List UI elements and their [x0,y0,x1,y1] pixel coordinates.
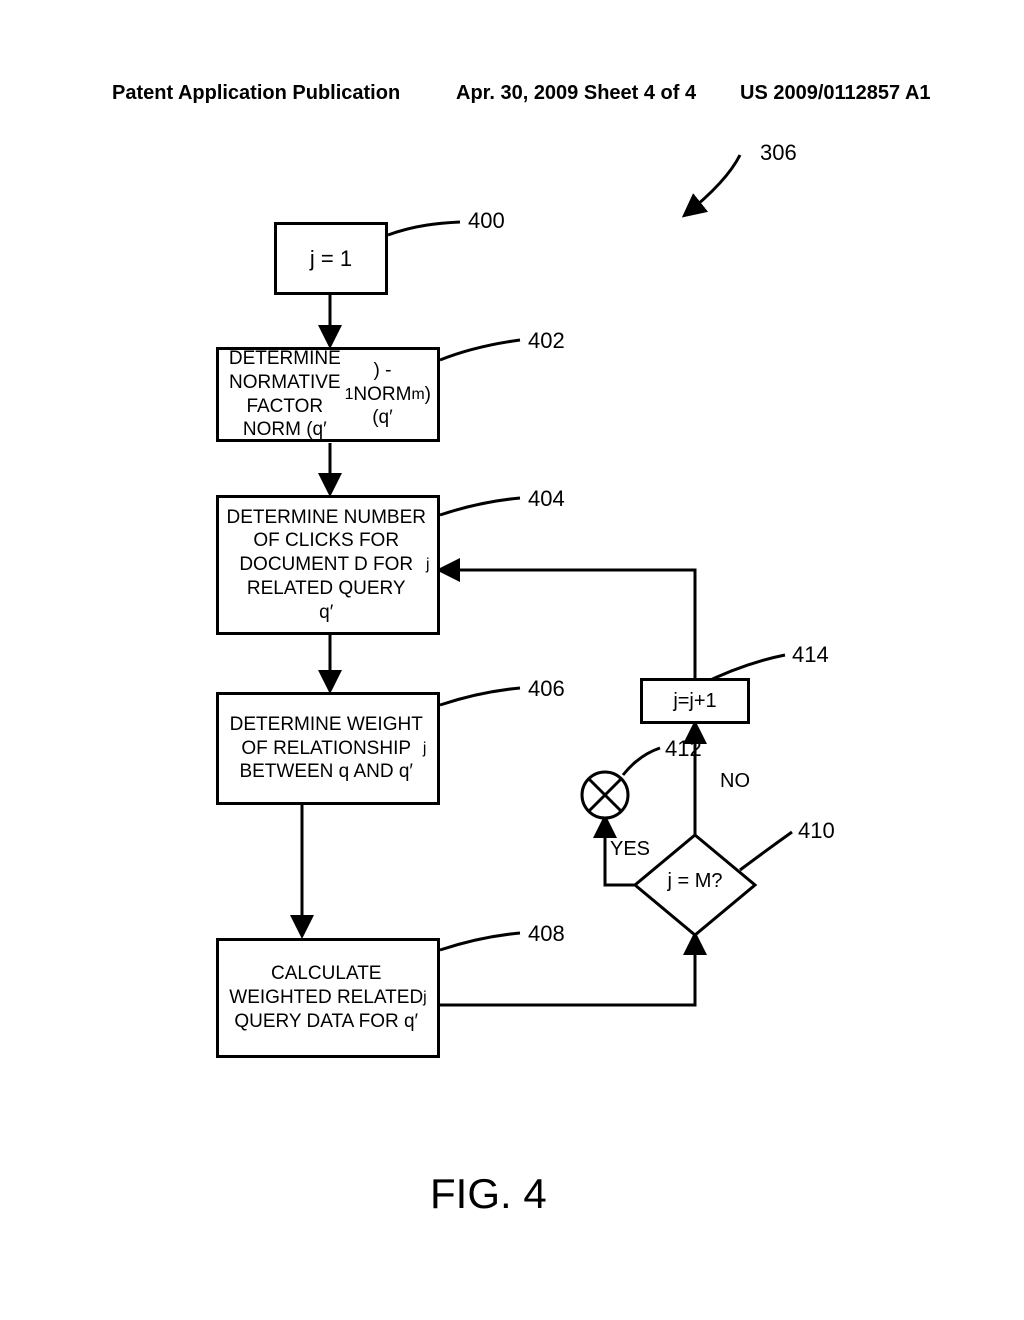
edge-408-410 [440,935,695,1005]
diagram-connectors [0,0,1024,1320]
leader-412 [623,748,660,775]
edge-label-yes: YES [610,838,650,861]
leader-408 [440,933,520,950]
edge-label-no: NO [720,770,750,793]
ref-402: 402 [528,328,565,354]
leader-306 [685,155,740,215]
edge-414-404 [440,570,695,678]
node-402: DETERMINE NORMATIVEFACTOR NORM (q′1) -NO… [216,347,440,442]
ref-406: 406 [528,676,565,702]
node-414: j=j+1 [640,678,750,724]
leader-402 [440,340,520,360]
node-408: CALCULATEWEIGHTED RELATEDQUERY DATA FOR … [216,938,440,1058]
patent-page: Patent Application Publication Apr. 30, … [0,0,1024,1320]
leader-404 [440,498,520,515]
ref-412: 412 [665,736,702,762]
figure-label: FIG. 4 [430,1170,547,1218]
decision-410-label: j = M? [635,870,755,893]
ref-408: 408 [528,921,565,947]
ref-414: 414 [792,642,829,668]
ref-306: 306 [760,140,797,166]
node-400: j = 1 [274,222,388,295]
leader-410 [740,832,792,870]
ref-400: 400 [468,208,505,234]
ref-404: 404 [528,486,565,512]
ref-410: 410 [798,818,835,844]
leader-406 [440,688,520,705]
node-404: DETERMINE NUMBEROF CLICKS FORDOCUMENT D … [216,495,440,635]
node-406: DETERMINE WEIGHTOF RELATIONSHIPBETWEEN q… [216,692,440,805]
leader-400 [388,222,460,235]
